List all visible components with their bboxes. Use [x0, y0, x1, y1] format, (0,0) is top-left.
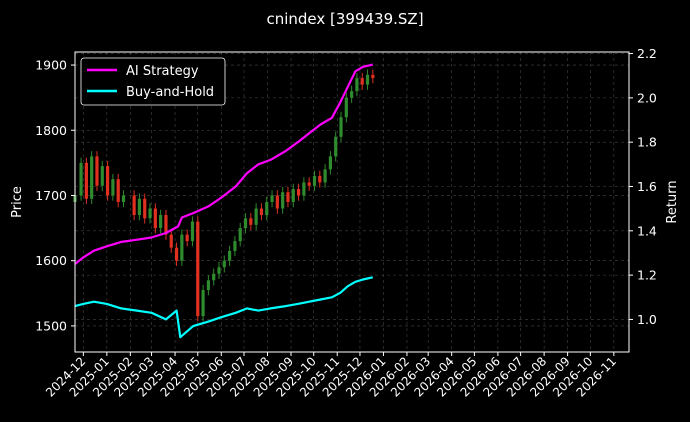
candle-body — [307, 182, 311, 186]
y2-tick-label: 1.6 — [637, 179, 657, 194]
candle-body — [143, 198, 147, 219]
candle-body — [355, 78, 359, 92]
candle-body — [339, 117, 343, 137]
candle-body — [302, 182, 306, 196]
candle-body — [365, 74, 370, 85]
candle-body — [180, 234, 184, 261]
candle-body — [206, 280, 210, 291]
y-axis-left: 1500 1600 1700 1800 1900 — [35, 58, 75, 333]
candle-body — [212, 273, 216, 281]
candle-body — [116, 179, 120, 202]
candle-body — [100, 166, 104, 186]
legend: AI Strategy Buy-and-Hold — [80, 57, 226, 106]
candle-body — [196, 221, 200, 317]
candle-body — [153, 208, 157, 229]
candle-body — [79, 162, 83, 196]
candle-body — [84, 162, 88, 199]
y2-tick-label: 1.8 — [637, 135, 657, 150]
plot-frame — [74, 51, 630, 353]
candle-body — [323, 169, 327, 183]
y-axis-right: 1.0 1.2 1.4 1.6 1.8 2.0 2.2 — [629, 46, 657, 327]
y-tick-label: 1600 — [35, 253, 67, 268]
candle-body — [286, 192, 290, 202]
candle-body — [185, 234, 189, 242]
legend-label-ai-strategy: AI Strategy — [126, 64, 199, 79]
candle-body — [291, 188, 295, 202]
candle-body — [328, 156, 333, 170]
candle-body — [137, 198, 142, 216]
candle-body — [105, 166, 110, 196]
y2-axis-label: Return — [665, 180, 680, 223]
y2-tick-label: 2.0 — [637, 90, 657, 105]
candle-body — [281, 192, 285, 209]
candle-body — [259, 208, 264, 216]
candle-body — [254, 208, 258, 225]
series-line-ai-strategy — [74, 63, 374, 265]
candle-body — [350, 91, 354, 98]
candle-body — [164, 215, 168, 235]
candle-body — [121, 195, 126, 202]
y2-tick-label: 1.4 — [637, 223, 657, 238]
y-axis-label: Price — [10, 186, 25, 218]
candle-body — [296, 188, 301, 196]
candle-body — [217, 267, 221, 274]
candle-body — [95, 156, 99, 186]
y2-tick-label: 1.2 — [637, 268, 657, 283]
y-tick-label: 1800 — [35, 123, 67, 138]
candle-body — [334, 136, 338, 157]
candle-body — [344, 97, 348, 118]
candle-body — [270, 195, 274, 202]
candle-body — [132, 195, 136, 216]
candle-body — [159, 215, 163, 229]
candle-body — [318, 175, 322, 183]
chart-title: cnindex [399439.SZ] — [266, 10, 423, 28]
candle-body — [201, 290, 205, 317]
y-tick-label: 1500 — [35, 318, 67, 333]
y2-tick-label: 2.2 — [637, 46, 657, 61]
candle-body — [275, 195, 279, 209]
candle-body — [90, 156, 94, 199]
candlesticks — [73, 69, 375, 322]
series-lines — [74, 63, 374, 339]
candle-body — [312, 175, 317, 186]
candle-body — [233, 241, 237, 251]
y2-tick-label: 1.0 — [637, 312, 657, 327]
candle-body — [174, 247, 179, 261]
candle-body — [222, 260, 226, 268]
candle-body — [265, 202, 269, 216]
candle-body — [371, 74, 375, 79]
candle-body — [148, 208, 152, 219]
series-line-buy-and-hold — [74, 276, 374, 339]
legend-label-buy-and-hold: Buy-and-Hold — [126, 85, 214, 100]
candle-body — [360, 78, 364, 85]
y-tick-label: 1700 — [35, 188, 67, 203]
candle-body — [169, 234, 173, 248]
candle-body — [190, 221, 195, 242]
candle-body — [243, 218, 248, 229]
y-tick-label: 1900 — [35, 58, 67, 73]
candle-body — [111, 179, 115, 196]
candle-body — [249, 218, 253, 225]
candle-body — [228, 250, 232, 261]
candle-body — [238, 228, 242, 242]
